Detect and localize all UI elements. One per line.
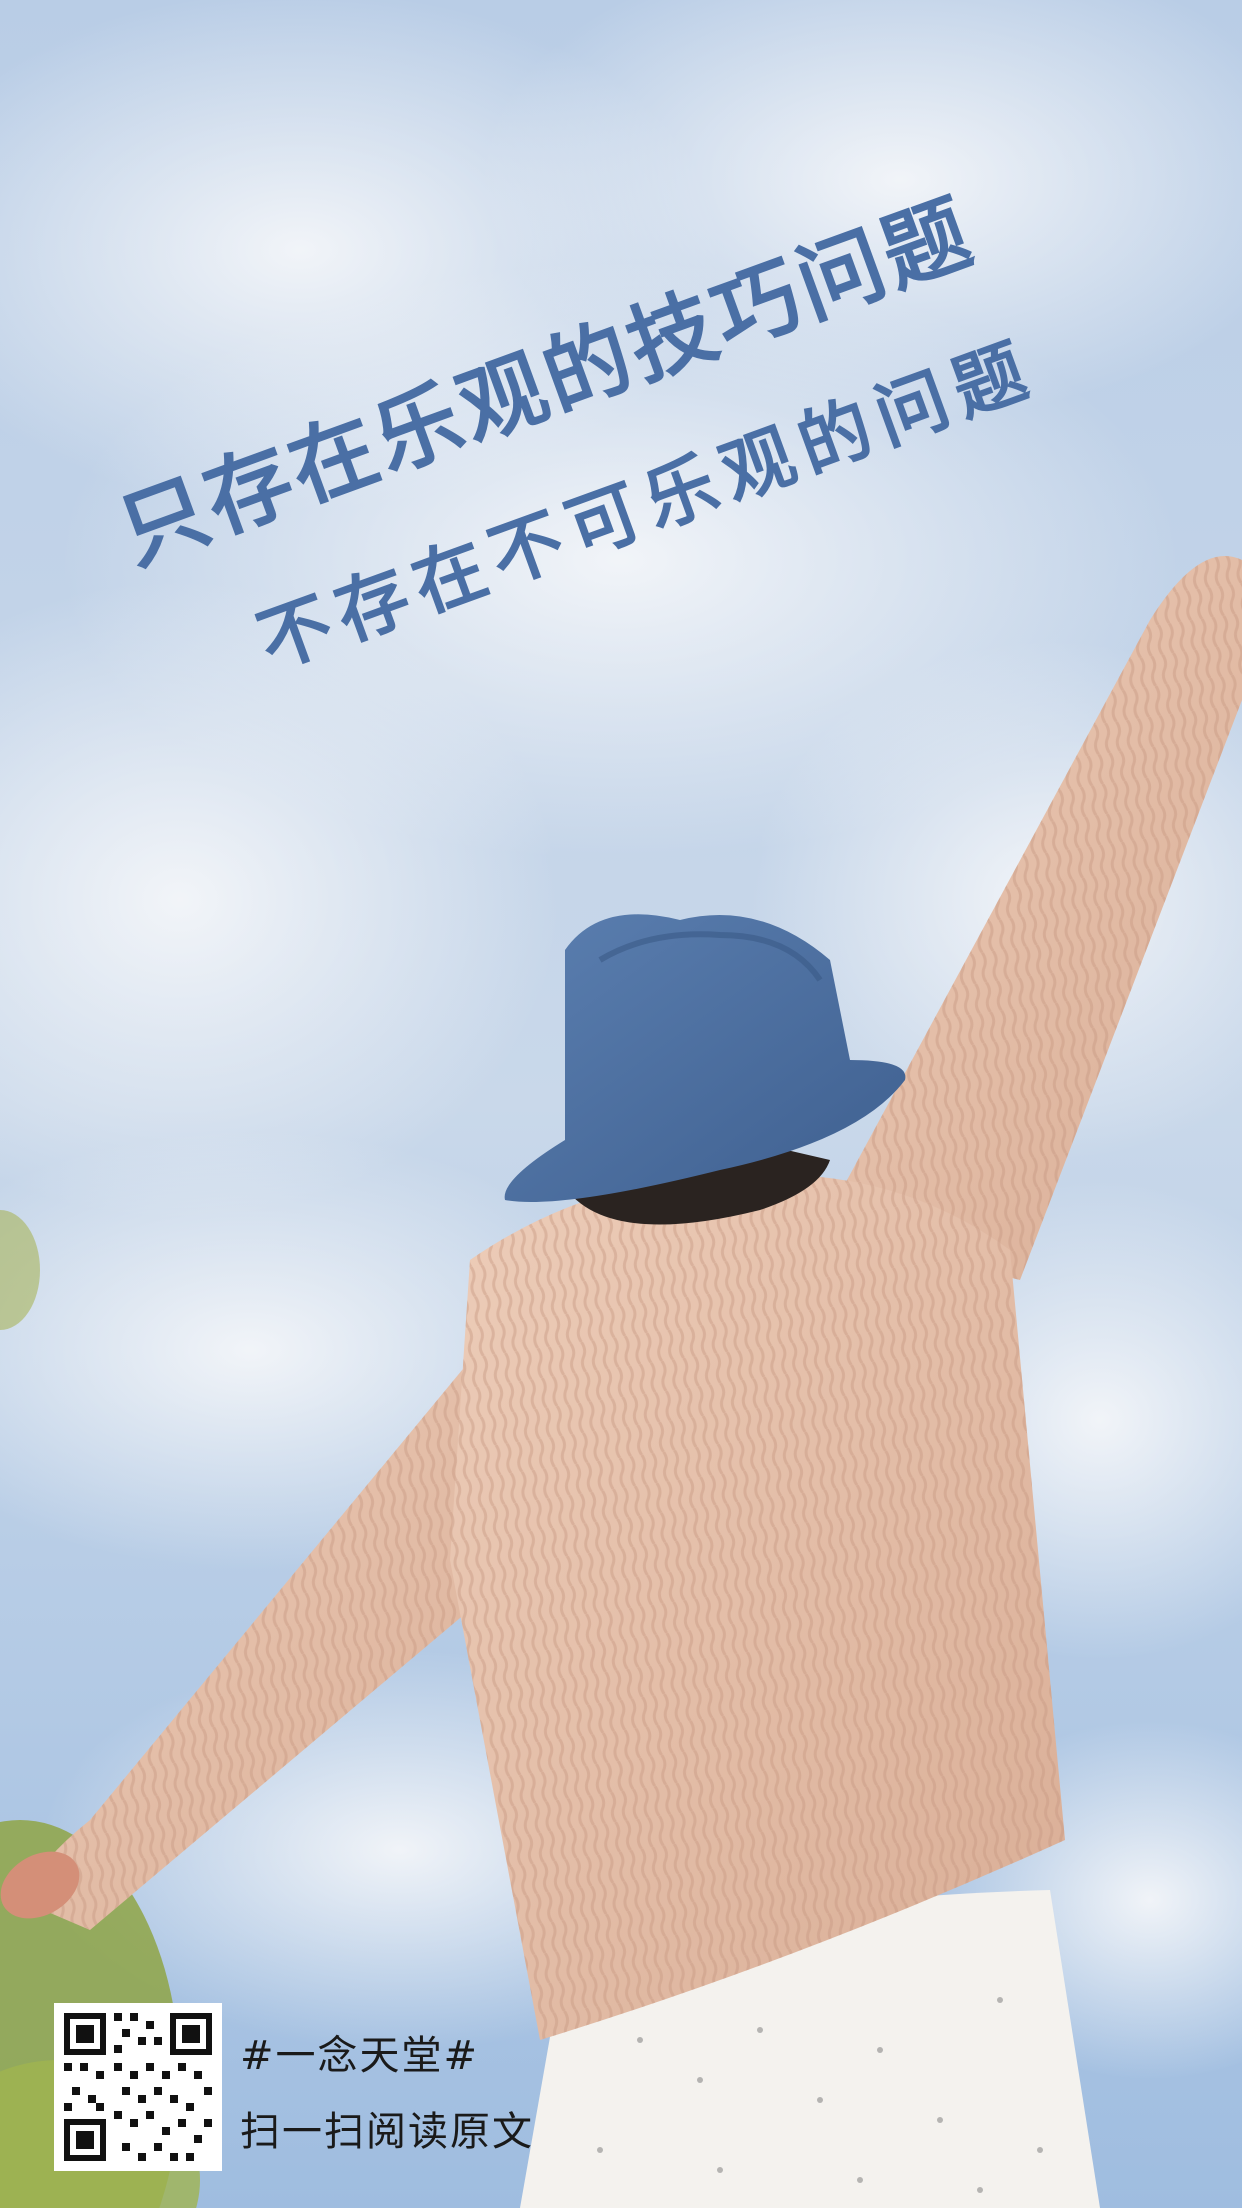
hashtag-text: #一念天堂# [240,2033,480,2079]
caption: #一念天堂# 扫一扫阅读原文 [240,2032,534,2156]
qr-code-icon [54,2003,222,2171]
qr-code[interactable] [54,2003,222,2171]
scan-prompt-text[interactable]: 扫一扫阅读原文 [240,2109,534,2155]
